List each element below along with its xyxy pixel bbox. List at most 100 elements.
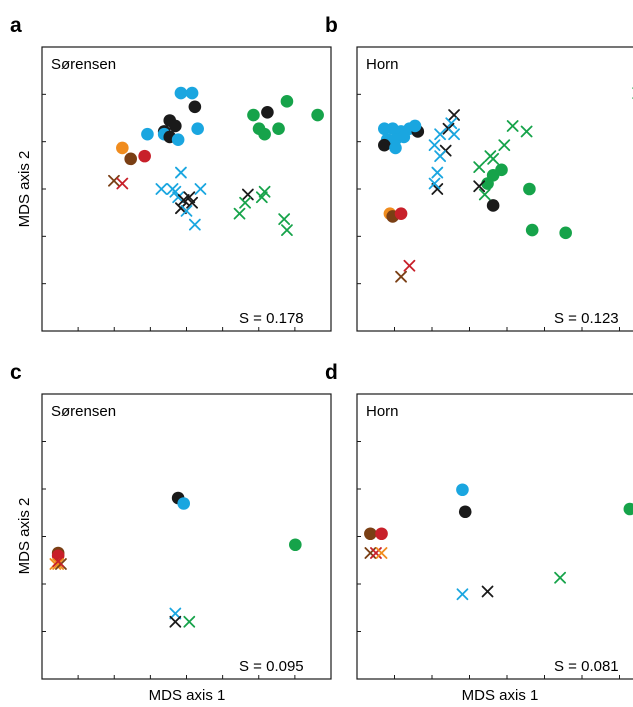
point-green-circle xyxy=(258,127,271,141)
point-blue-cross xyxy=(434,150,447,163)
point-blue-cross xyxy=(188,218,201,231)
point-green-cross xyxy=(239,196,251,209)
y-axis-title-top: MDS axis 2 xyxy=(16,151,33,228)
point-green-cross xyxy=(478,188,491,201)
point-green-circle xyxy=(481,177,494,190)
point-orange-cross xyxy=(52,558,65,570)
y-axis-title-bottom: MDS axis 2 xyxy=(16,498,33,575)
panel-d: d Horn S = 0.081 xyxy=(325,361,633,680)
point-black-circle xyxy=(486,199,500,212)
x-axis-title-right: MDS axis 1 xyxy=(462,687,539,704)
point-blue-cross xyxy=(428,139,441,152)
point-red-cross xyxy=(52,555,65,568)
point-black-cross xyxy=(448,109,460,121)
point-green-circle xyxy=(280,95,294,108)
point-green-cross xyxy=(233,207,246,220)
point-green-cross xyxy=(498,139,511,152)
point-orange-cross xyxy=(375,547,388,559)
point-blue-circle xyxy=(389,141,402,155)
point-blue-cross xyxy=(194,183,207,195)
point-black-cross xyxy=(183,191,196,204)
point-brown-circle xyxy=(364,527,377,541)
point-green-cross xyxy=(258,185,271,198)
point-green-cross xyxy=(281,224,293,237)
point-blue-cross xyxy=(456,588,469,601)
point-red-cross xyxy=(403,259,416,272)
point-black-cross xyxy=(169,615,182,628)
point-green-circle xyxy=(311,108,324,122)
point-green-cross xyxy=(278,213,291,226)
point-green-circle xyxy=(523,182,536,196)
panel-letter: c xyxy=(10,361,22,384)
point-blue-cross xyxy=(428,177,441,190)
point-blue-circle xyxy=(408,119,422,133)
point-blue-cross xyxy=(169,607,182,620)
panel-c: c Sørensen S = 0.095 xyxy=(10,361,332,680)
point-black-cross xyxy=(186,196,198,209)
stress-value: S = 0.178 xyxy=(239,310,304,327)
stress-value: S = 0.123 xyxy=(554,310,619,327)
point-black-circle xyxy=(261,105,274,119)
point-black-cross xyxy=(473,180,486,193)
point-blue-cross xyxy=(448,128,460,141)
point-green-circle xyxy=(495,163,508,177)
point-blue-circle xyxy=(141,127,154,141)
point-black-cross xyxy=(481,585,494,598)
panel-index-label: Sørensen xyxy=(51,56,116,73)
point-red-circle xyxy=(138,149,151,163)
point-blue-cross xyxy=(155,183,168,195)
panel-letter: a xyxy=(10,14,22,37)
point-green-circle xyxy=(272,122,285,136)
panel-index-label: Horn xyxy=(366,403,399,420)
point-brown-cross xyxy=(364,547,377,559)
panel-b: b Horn S = 0.123 xyxy=(325,14,633,332)
point-red-cross xyxy=(116,177,129,190)
point-green-circle xyxy=(559,226,572,240)
point-green-cross xyxy=(255,191,268,204)
point-blue-cross xyxy=(445,117,458,130)
point-red-circle xyxy=(394,207,408,220)
point-blue-circle xyxy=(191,122,204,136)
plot-frame xyxy=(41,46,332,332)
plot-frame xyxy=(41,393,332,680)
point-brown-cross xyxy=(395,270,407,283)
point-green-cross xyxy=(506,120,519,132)
point-blue-cross xyxy=(172,191,185,204)
point-blue-circle xyxy=(171,133,185,146)
panel-index-label: Horn xyxy=(366,56,399,73)
point-black-cross xyxy=(177,194,190,206)
point-green-cross xyxy=(473,161,486,173)
point-blue-circle xyxy=(185,86,199,100)
point-orange-circle xyxy=(116,141,129,155)
point-blue-circle xyxy=(456,483,469,497)
point-green-cross xyxy=(520,125,533,138)
point-green-cross xyxy=(183,615,196,628)
point-green-circle xyxy=(525,223,539,237)
point-black-circle xyxy=(458,505,472,519)
point-black-cross xyxy=(175,202,187,215)
point-black-circle xyxy=(378,138,391,152)
point-red-cross xyxy=(370,547,382,559)
x-axis-title-left: MDS axis 1 xyxy=(149,687,226,704)
point-green-circle xyxy=(623,502,633,516)
point-blue-cross xyxy=(180,205,193,217)
point-red-circle xyxy=(375,527,388,541)
point-blue-circle xyxy=(397,130,411,144)
panel-index-label: Sørensen xyxy=(51,403,116,420)
point-brown-cross xyxy=(108,174,120,187)
panel-letter: b xyxy=(325,14,338,37)
plot-frame xyxy=(356,393,633,680)
point-blue-cross xyxy=(434,128,447,141)
point-brown-circle xyxy=(124,152,137,166)
point-blue-circle xyxy=(174,86,188,100)
point-green-cross xyxy=(554,571,566,584)
point-black-circle xyxy=(188,100,202,114)
plot-frame xyxy=(356,46,633,332)
panel-letter: d xyxy=(325,361,338,384)
point-blue-cross xyxy=(175,166,187,179)
panel-a: a Sørensen S = 0.178 xyxy=(10,14,332,332)
point-green-circle xyxy=(289,538,302,552)
point-green-cross xyxy=(484,150,497,163)
point-black-cross xyxy=(241,188,254,201)
